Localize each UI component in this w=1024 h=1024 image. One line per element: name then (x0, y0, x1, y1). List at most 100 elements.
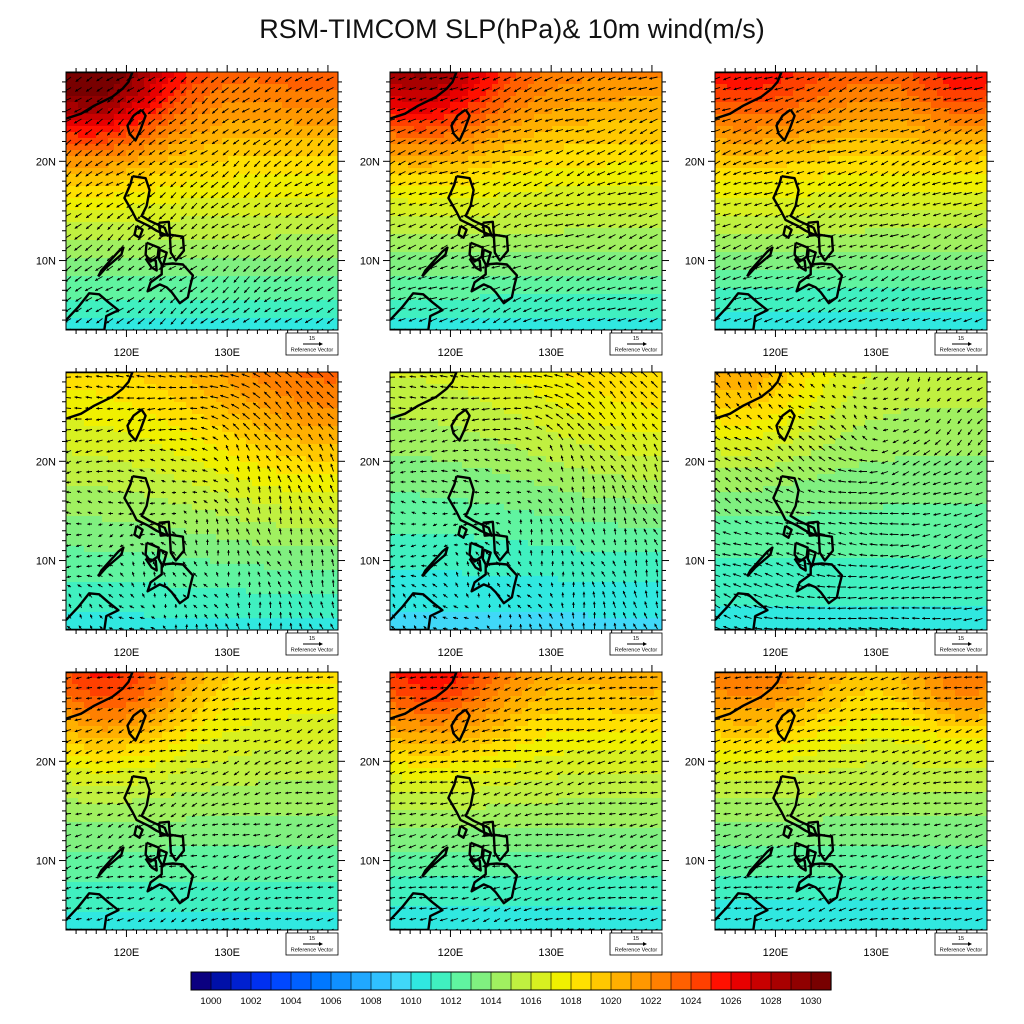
colorbar-label: 1026 (720, 996, 741, 1007)
colorbar-label: 1006 (320, 996, 341, 1007)
coastline (390, 372, 519, 630)
lat-tick-label: 20N (685, 456, 705, 468)
colorbar-swatch (750, 971, 772, 991)
colorbar-swatch (190, 971, 212, 991)
colorbar-label: 1030 (800, 996, 821, 1007)
colorbar-label: 1020 (600, 996, 621, 1007)
lon-tick-label: 120E (114, 947, 140, 959)
lon-tick-label: 130E (214, 647, 240, 659)
lat-tick-label: 20N (36, 756, 56, 768)
lat-tick-label: 10N (36, 556, 56, 568)
wind-vectors (390, 76, 658, 330)
colorbar-swatch (490, 971, 512, 991)
reference-vector-value: 15 (958, 336, 964, 342)
reference-vector-value: 15 (309, 936, 315, 942)
colorbar-swatch (770, 971, 792, 991)
colorbar-swatch (390, 971, 412, 991)
lon-tick-label: 130E (538, 347, 564, 359)
lat-tick-label: 20N (36, 156, 56, 168)
lat-tick-label: 20N (360, 156, 380, 168)
reference-vector-box: 15 Reference Vector (285, 332, 339, 356)
reference-vector-label: Reference Vector (615, 648, 658, 654)
reference-vector-box: 15 Reference Vector (934, 332, 988, 356)
wind-vectors (715, 372, 983, 630)
lat-tick-label: 10N (360, 856, 380, 868)
reference-vector-label: Reference Vector (940, 348, 983, 354)
wind-vectors (66, 675, 334, 930)
reference-vector-value: 15 (633, 636, 639, 642)
slp-shading (390, 72, 662, 330)
colorbar-swatch (510, 971, 532, 991)
map-panel-3: 120E 130E 10N 20N 15 Reference Vector (685, 65, 994, 359)
lat-tick-label: 10N (36, 856, 56, 868)
wind-vectors (390, 675, 658, 930)
colorbar-label: 1012 (440, 996, 461, 1007)
lat-tick-label: 10N (36, 256, 56, 268)
colorbar-swatch (810, 971, 832, 991)
colorbar-swatch (470, 971, 492, 991)
lon-tick-label: 130E (863, 647, 889, 659)
lat-tick-label: 10N (685, 556, 705, 568)
colorbar-swatch (530, 971, 552, 991)
reference-vector-label: Reference Vector (291, 648, 334, 654)
coastline (66, 372, 195, 630)
reference-vector-box: 15 Reference Vector (285, 932, 339, 956)
lon-tick-label: 130E (538, 647, 564, 659)
lat-tick-label: 20N (360, 456, 380, 468)
lon-tick-label: 130E (214, 947, 240, 959)
reference-vector-label: Reference Vector (615, 948, 658, 954)
map-panel-5: 120E 130E 10N 20N 15 Reference Vector (360, 365, 669, 659)
colorbar-swatch (250, 971, 272, 991)
reference-vector-label: Reference Vector (291, 948, 334, 954)
reference-vector-box: 15 Reference Vector (934, 932, 988, 956)
slp-shading (66, 72, 338, 330)
reference-vector-box: 15 Reference Vector (934, 632, 988, 656)
lon-tick-label: 130E (538, 947, 564, 959)
reference-vector-label: Reference Vector (940, 648, 983, 654)
colorbar-swatch (790, 971, 812, 991)
reference-vector-value: 15 (309, 336, 315, 342)
lat-tick-label: 20N (685, 156, 705, 168)
colorbar-swatch (350, 971, 372, 991)
colorbar-swatch (710, 971, 732, 991)
lon-tick-label: 120E (438, 347, 464, 359)
reference-vector-value: 15 (309, 636, 315, 642)
slp-shading (715, 372, 987, 630)
lat-tick-label: 10N (685, 256, 705, 268)
lat-tick-label: 20N (36, 456, 56, 468)
colorbar-label: 1010 (400, 996, 421, 1007)
reference-vector-box: 15 Reference Vector (609, 632, 663, 656)
lon-tick-label: 120E (763, 647, 789, 659)
lon-tick-label: 120E (763, 347, 789, 359)
colorbar-swatch (450, 971, 472, 991)
wind-vectors (390, 372, 659, 630)
lon-tick-label: 120E (763, 947, 789, 959)
slp-shading (715, 672, 987, 930)
lat-tick-label: 10N (360, 256, 380, 268)
map-panel-1: 120E 130E 10N 20N 15 Reference Vector (36, 65, 345, 359)
colorbar-label: 1028 (760, 996, 781, 1007)
lon-tick-label: 130E (214, 347, 240, 359)
colorbar-swatch (330, 971, 352, 991)
colorbar-swatch (430, 971, 452, 991)
colorbar-swatch (270, 971, 292, 991)
map-panel-7: 120E 130E 10N 20N 15 Reference Vector (36, 665, 345, 959)
colorbar-label: 1018 (560, 996, 581, 1007)
lat-tick-label: 10N (360, 556, 380, 568)
lon-tick-label: 130E (863, 947, 889, 959)
colorbar-label: 1008 (360, 996, 381, 1007)
reference-vector-value: 15 (958, 636, 964, 642)
coastline (66, 72, 195, 330)
colorbar-label: 1004 (280, 996, 301, 1007)
colorbar-swatch (210, 971, 232, 991)
colorbar-label: 1022 (640, 996, 661, 1007)
colorbar-swatch (690, 971, 712, 991)
colorbar: 1000 1002 1004 1006 1008 1010 1012 1014 1016 1018… (190, 971, 832, 1007)
colorbar-swatch (670, 971, 692, 991)
reference-vector-label: Reference Vector (940, 948, 983, 954)
colorbar-label: 1000 (200, 996, 221, 1007)
lon-tick-label: 130E (863, 347, 889, 359)
lat-tick-label: 10N (685, 856, 705, 868)
lat-tick-label: 20N (360, 756, 380, 768)
